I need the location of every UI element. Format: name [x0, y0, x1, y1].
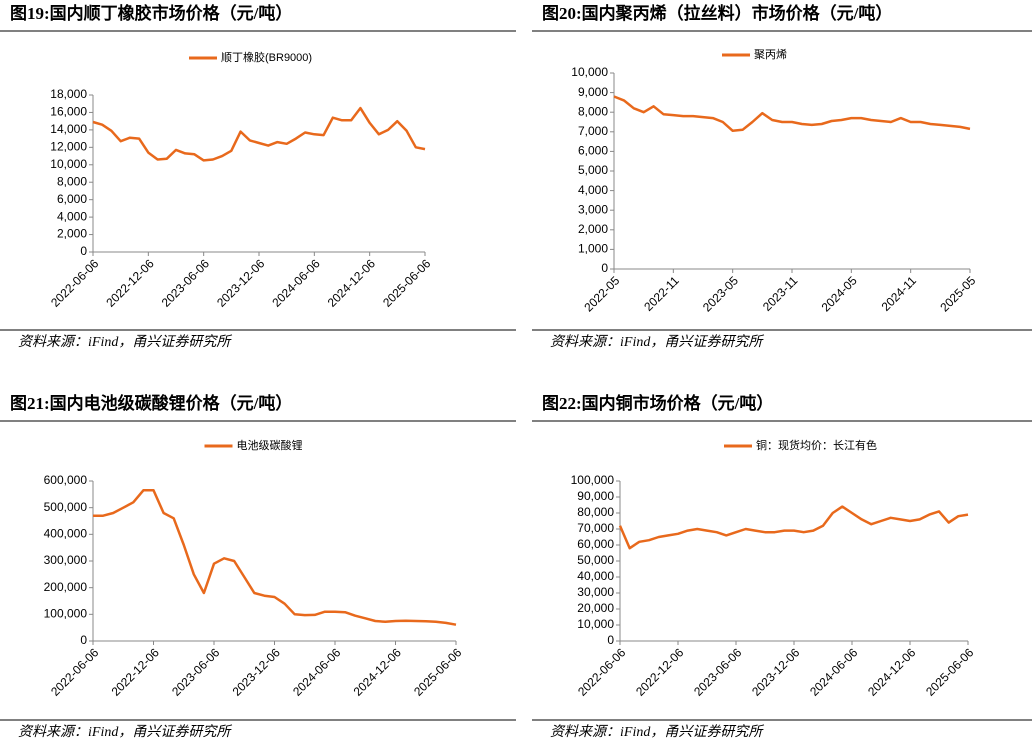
y-tick-label: 20,000	[577, 601, 614, 615]
legend-label: 聚丙烯	[754, 48, 787, 61]
x-tick-label: 2024-06-06	[269, 256, 323, 310]
x-tick-label: 2024-12-06	[351, 645, 405, 699]
y-tick-label: 80,000	[577, 505, 614, 519]
y-tick-label: 60,000	[577, 537, 614, 551]
x-tick-label: 2024-11	[879, 273, 920, 314]
y-tick-label: 500,000	[44, 500, 88, 514]
source-note: 资料来源：iFind，甬兴证券研究所	[550, 724, 764, 740]
y-tick-label: 200,000	[44, 580, 88, 594]
x-tick-label: 2025-06-06	[380, 256, 434, 310]
y-tick-label: 4,000	[578, 183, 608, 197]
y-tick-label: 5,000	[578, 163, 608, 177]
panel-title: 图22:国内铜市场价格（元/吨）	[542, 393, 773, 413]
x-tick-label: 2022-12-06	[633, 645, 687, 699]
x-tick-label: 2024-06-06	[807, 645, 861, 699]
y-tick-label: 600,000	[44, 473, 88, 487]
y-tick-label: 2,000	[578, 222, 608, 236]
price-line	[613, 95, 971, 133]
price-line	[92, 106, 426, 162]
y-tick-label: 30,000	[577, 585, 614, 599]
source-note: 资料来源：iFind，甬兴证券研究所	[18, 724, 232, 740]
y-tick-label: 18,000	[50, 87, 87, 101]
y-tick-label: 6,000	[578, 144, 608, 158]
x-tick-label: 2025-06-06	[411, 645, 465, 699]
panel-title: 图19:国内顺丁橡胶市场价格（元/吨）	[10, 3, 292, 23]
x-tick-label: 2025-06-06	[923, 645, 977, 699]
y-tick-label: 50,000	[577, 553, 614, 567]
x-tick-label: 2023-12-06	[230, 645, 284, 699]
x-tick-label: 2022-06-06	[48, 256, 102, 310]
y-tick-label: 1,000	[578, 242, 608, 256]
y-tick-label: 0	[601, 261, 608, 275]
y-tick-label: 7,000	[578, 124, 608, 138]
y-tick-label: 10,000	[577, 617, 614, 631]
x-tick-label: 2022-11	[641, 273, 682, 314]
y-tick-label: 8,000	[57, 174, 87, 188]
y-tick-label: 40,000	[577, 569, 614, 583]
y-tick-label: 90,000	[577, 489, 614, 503]
y-tick-label: 0	[607, 633, 614, 647]
legend-label: 铜：现货均价：长江有色	[756, 438, 877, 452]
y-tick-label: 70,000	[577, 521, 614, 535]
x-tick-label: 2023-12-06	[749, 645, 803, 699]
y-tick-label: 14,000	[50, 122, 87, 136]
y-tick-label: 0	[80, 633, 87, 647]
panel-title: 图21:国内电池级碳酸锂价格（元/吨）	[10, 393, 292, 413]
y-tick-label: 100,000	[571, 473, 615, 487]
y-tick-label: 10,000	[571, 65, 608, 79]
x-tick-label: 2023-06-06	[691, 645, 745, 699]
source-note: 资料来源：iFind，甬兴证券研究所	[18, 334, 232, 350]
x-tick-label: 2025-05	[937, 273, 978, 314]
x-tick-label: 2024-12-06	[325, 256, 379, 310]
price-line	[618, 505, 969, 550]
x-tick-label: 2022-06-06	[48, 645, 102, 699]
y-tick-label: 3,000	[578, 202, 608, 216]
x-tick-label: 2022-12-06	[103, 256, 157, 310]
x-tick-label: 2023-05	[700, 273, 741, 314]
legend-label: 顺丁橡胶(BR9000)	[221, 50, 312, 64]
x-tick-label: 2023-06-06	[159, 256, 213, 310]
y-tick-label: 12,000	[50, 140, 87, 154]
source-note: 资料来源：iFind，甬兴证券研究所	[550, 334, 764, 350]
x-tick-label: 2022-06-06	[575, 645, 629, 699]
price-line	[93, 489, 457, 626]
x-tick-label: 2023-12-06	[214, 256, 268, 310]
x-tick-label: 2022-05	[581, 273, 622, 314]
y-tick-label: 0	[80, 244, 87, 258]
x-tick-label: 2023-06-06	[169, 645, 223, 699]
panel-title: 图20:国内聚丙烯（拉丝料）市场价格（元/吨）	[542, 3, 892, 23]
y-tick-label: 300,000	[44, 553, 88, 567]
x-tick-label: 2024-05	[819, 273, 860, 314]
x-tick-label: 2024-12-06	[865, 645, 919, 699]
y-tick-label: 100,000	[44, 607, 88, 621]
x-tick-label: 2024-06-06	[290, 645, 344, 699]
x-tick-label: 2023-11	[760, 273, 801, 314]
x-tick-label: 2022-12-06	[109, 645, 163, 699]
y-tick-label: 4,000	[57, 209, 87, 223]
y-tick-label: 9,000	[578, 85, 608, 99]
y-tick-label: 2,000	[57, 227, 87, 241]
y-tick-label: 16,000	[50, 105, 87, 119]
y-tick-label: 400,000	[44, 527, 88, 541]
y-tick-label: 10,000	[50, 157, 87, 171]
legend-label: 电池级碳酸锂	[237, 438, 303, 452]
y-tick-label: 8,000	[578, 104, 608, 118]
y-tick-label: 6,000	[57, 192, 87, 206]
